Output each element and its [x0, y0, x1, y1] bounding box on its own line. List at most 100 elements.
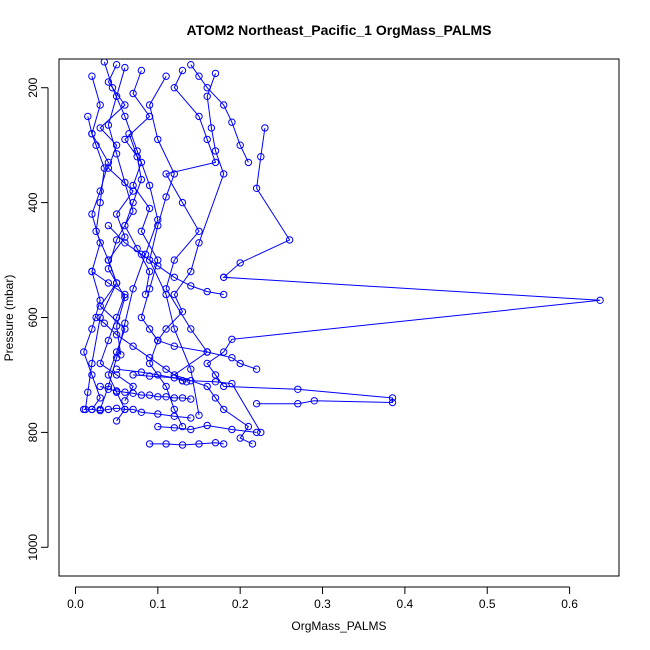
- data-point: [154, 135, 162, 144]
- data-point: [178, 422, 187, 431]
- data-point: [112, 150, 121, 158]
- data-point: [137, 313, 146, 322]
- data-point: [244, 422, 253, 431]
- series-20: [88, 267, 137, 405]
- data-point: [178, 66, 187, 75]
- data-point: [88, 267, 96, 276]
- data-point: [182, 378, 191, 386]
- series-4: [80, 72, 113, 414]
- data-point: [104, 385, 113, 393]
- data-point: [178, 198, 187, 207]
- series-line: [149, 75, 200, 416]
- data-point: [154, 256, 162, 264]
- data-point: [100, 59, 108, 66]
- data-point: [96, 124, 104, 132]
- data-point: [154, 422, 162, 431]
- data-point: [121, 135, 129, 144]
- data-point: [154, 216, 162, 224]
- data-point: [228, 118, 236, 126]
- data-point: [285, 236, 294, 244]
- data-point: [170, 170, 179, 178]
- data-point: [195, 112, 203, 121]
- data-point: [257, 153, 265, 161]
- data-point: [121, 63, 129, 72]
- data-point: [125, 130, 133, 138]
- data-point: [162, 393, 170, 401]
- data-point: [121, 101, 129, 109]
- data-point: [112, 141, 121, 149]
- data-point: [112, 236, 121, 244]
- data-point: [88, 359, 96, 368]
- data-point: [162, 290, 170, 299]
- x-tick-label: 0.3: [314, 597, 331, 611]
- data-point: [162, 170, 170, 178]
- data-point: [388, 394, 397, 402]
- data-point: [187, 365, 195, 373]
- series-line: [157, 73, 225, 341]
- data-point: [112, 371, 121, 379]
- y-tick-label: 800: [26, 422, 40, 442]
- data-point: [294, 385, 302, 393]
- data-point: [129, 89, 137, 98]
- data-point: [112, 210, 121, 218]
- data-point: [104, 121, 113, 129]
- data-point: [211, 394, 220, 402]
- data-point: [170, 342, 179, 350]
- data-point: [96, 296, 104, 304]
- series-line: [99, 61, 159, 410]
- data-point: [129, 405, 137, 414]
- data-point: [100, 319, 109, 327]
- data-point: [104, 221, 113, 230]
- data-point: [211, 158, 220, 167]
- data-point: [80, 405, 88, 414]
- data-point: [170, 273, 179, 281]
- data-point: [244, 158, 253, 167]
- data-point: [112, 365, 121, 373]
- data-point: [145, 440, 154, 448]
- data-point: [112, 404, 121, 412]
- data-point: [195, 239, 203, 247]
- data-point: [203, 135, 211, 144]
- series-11: [80, 404, 195, 422]
- data-point: [121, 239, 129, 247]
- series-line: [95, 317, 183, 382]
- data-point: [187, 425, 195, 434]
- data-point: [145, 204, 154, 213]
- data-point: [121, 112, 129, 121]
- data-point: [187, 377, 195, 385]
- x-axis: 0.0 0.1 0.2 0.3 0.4 0.5 0.6: [67, 586, 578, 611]
- data-point: [252, 428, 261, 437]
- data-point: [121, 388, 129, 396]
- series-17: [104, 221, 228, 299]
- data-point: [203, 92, 211, 101]
- series-0: [162, 66, 257, 448]
- x-tick-label: 0.4: [397, 597, 414, 611]
- series-line: [84, 116, 118, 410]
- data-point: [211, 439, 220, 447]
- series-line: [108, 225, 224, 295]
- data-point: [96, 302, 104, 310]
- data-point: [137, 368, 146, 376]
- series-13: [154, 421, 261, 437]
- data-point: [104, 279, 113, 287]
- data-point: [203, 84, 211, 92]
- data-point: [92, 313, 100, 322]
- data-point: [88, 210, 96, 218]
- data-point: [145, 359, 154, 368]
- data-point: [236, 359, 244, 368]
- y-axis: 200 400 600 800 1000: [26, 77, 49, 561]
- chart-title: ATOM2 Northeast_Pacific_1 OrgMass_PALMS: [187, 22, 492, 38]
- data-point: [112, 279, 121, 287]
- data-point: [170, 256, 179, 264]
- series-12: [145, 439, 228, 449]
- data-point: [104, 336, 113, 345]
- data-point: [252, 400, 261, 408]
- data-point: [195, 440, 203, 448]
- data-point: [121, 319, 129, 327]
- series-21: [121, 130, 154, 299]
- data-point: [112, 331, 121, 339]
- data-point: [121, 178, 129, 187]
- data-point: [96, 359, 104, 368]
- x-tick-label: 0.2: [232, 597, 249, 611]
